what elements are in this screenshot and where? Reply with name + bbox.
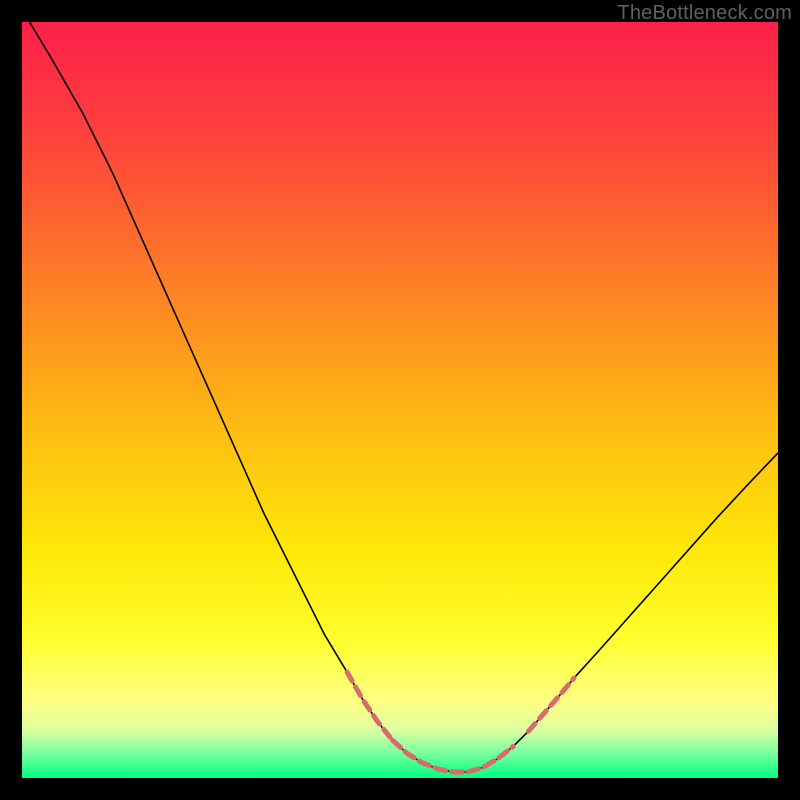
plot-background [22,22,778,778]
chart-container: TheBottleneck.com [0,0,800,800]
bottleneck-curve-chart [0,0,800,800]
watermark-text: TheBottleneck.com [617,2,792,25]
